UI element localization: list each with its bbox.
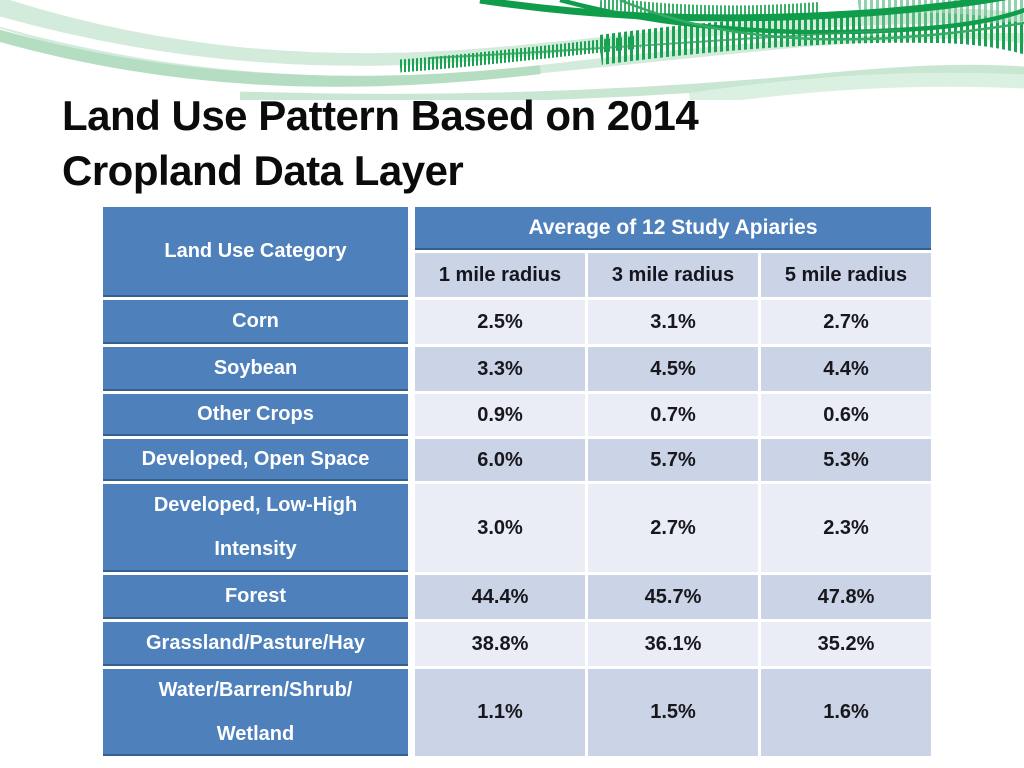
value-cell-grassland-3mile: 36.1%: [588, 622, 758, 666]
value-cell-other-crops-3mile: 0.7%: [588, 394, 758, 436]
value-cell-other-crops-1mile: 0.9%: [415, 394, 585, 436]
category-cell-grassland: Grassland/Pasture/Hay: [103, 622, 408, 666]
value-cell-soybean-5mile: 4.4%: [761, 347, 931, 391]
corner-header-cell: Land Use Category: [103, 207, 408, 297]
value-cell-forest-1mile: 44.4%: [415, 575, 585, 619]
land-use-table: Land Use Category Corn Soybean Other Cro…: [103, 207, 931, 756]
category-cell-forest: Forest: [103, 575, 408, 619]
value-cell-corn-3mile: 3.1%: [588, 300, 758, 344]
subheader-cell-1-mile: 1 mile radius: [415, 253, 585, 297]
slide-title: Land Use Pattern Based on 2014 Cropland …: [62, 92, 699, 194]
category-cell-corn: Corn: [103, 300, 408, 344]
subheader-cell-3-mile: 3 mile radius: [588, 253, 758, 297]
group-header-cell: Average of 12 Study Apiaries: [415, 207, 931, 250]
value-cell-forest-3mile: 45.7%: [588, 575, 758, 619]
subheader-cell-5-mile: 5 mile radius: [761, 253, 931, 297]
value-cell-corn-5mile: 2.7%: [761, 300, 931, 344]
value-cell-developed-open-1mile: 6.0%: [415, 439, 585, 481]
value-cell-corn-1mile: 2.5%: [415, 300, 585, 344]
category-column: Land Use Category Corn Soybean Other Cro…: [103, 207, 408, 756]
category-cell-developed-open-space: Developed, Open Space: [103, 439, 408, 481]
value-cell-water-wetland-3mile: 1.5%: [588, 669, 758, 756]
value-cell-developed-open-3mile: 5.7%: [588, 439, 758, 481]
value-cell-developed-lowhigh-3mile: 2.7%: [588, 484, 758, 572]
value-cell-developed-open-5mile: 5.3%: [761, 439, 931, 481]
value-cell-developed-lowhigh-5mile: 2.3%: [761, 484, 931, 572]
data-grid: Average of 12 Study Apiaries 1 mile radi…: [415, 207, 931, 756]
value-cell-forest-5mile: 47.8%: [761, 575, 931, 619]
value-cell-water-wetland-5mile: 1.6%: [761, 669, 931, 756]
value-cell-developed-lowhigh-1mile: 3.0%: [415, 484, 585, 572]
value-cell-water-wetland-1mile: 1.1%: [415, 669, 585, 756]
value-cell-soybean-1mile: 3.3%: [415, 347, 585, 391]
value-cell-soybean-3mile: 4.5%: [588, 347, 758, 391]
value-cell-grassland-1mile: 38.8%: [415, 622, 585, 666]
category-cell-developed-low-high: Developed, Low-High Intensity: [103, 484, 408, 572]
green-wave-decoration: [0, 0, 1024, 100]
category-cell-soybean: Soybean: [103, 347, 408, 391]
category-cell-other-crops: Other Crops: [103, 394, 408, 436]
value-cell-grassland-5mile: 35.2%: [761, 622, 931, 666]
category-cell-water-wetland: Water/Barren/Shrub/ Wetland: [103, 669, 408, 756]
value-cell-other-crops-5mile: 0.6%: [761, 394, 931, 436]
